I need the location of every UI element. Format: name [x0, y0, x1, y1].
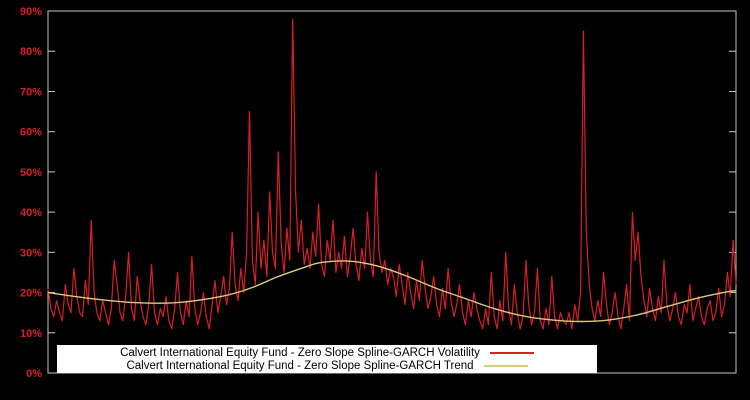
svg-text:20%: 20% [20, 288, 42, 300]
legend-label-volatility: Calvert International Equity Fund - Zero… [120, 346, 480, 359]
svg-text:10%: 10% [20, 328, 42, 340]
svg-text:60%: 60% [20, 127, 42, 139]
svg-text:40%: 40% [20, 207, 42, 219]
svg-text:30%: 30% [20, 247, 42, 259]
volatility-line-swatch [489, 351, 534, 354]
legend-label-trend: Calvert International Equity Fund - Zero… [126, 359, 474, 372]
svg-text:50%: 50% [20, 167, 42, 179]
svg-text:70%: 70% [20, 86, 42, 98]
svg-text:90%: 90% [20, 6, 42, 18]
legend: Calvert International Equity Fund - Zero… [57, 345, 597, 373]
legend-item-volatility: Calvert International Equity Fund - Zero… [61, 346, 593, 359]
legend-item-trend: Calvert International Equity Fund - Zero… [61, 359, 593, 372]
svg-text:0%: 0% [26, 368, 42, 380]
trend-line-swatch [483, 364, 528, 367]
svg-text:80%: 80% [20, 46, 42, 58]
